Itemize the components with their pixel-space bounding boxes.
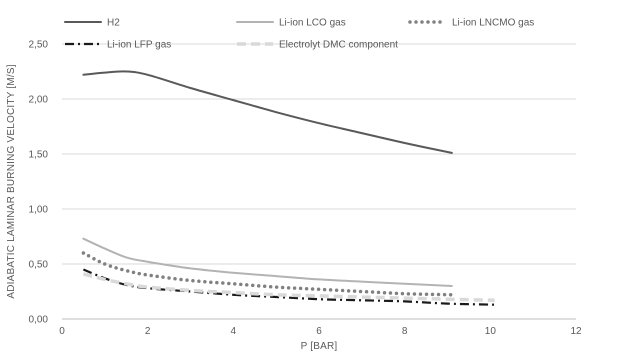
y-tick-label: 1,00: [29, 205, 49, 216]
x-tick-label: 4: [231, 326, 237, 337]
legend-label-li-ion-lco: Li-ion LCO gas: [279, 18, 346, 29]
x-tick-label: 6: [316, 326, 322, 337]
legend-label-li-ion-lfp: Li-ion LFP gas: [107, 40, 171, 51]
series-lines: [81, 70, 495, 306]
y-tick-label: 0,50: [29, 260, 49, 271]
series-line-electrolyt-dmc: [82, 272, 495, 303]
y-tick-label: 2,50: [29, 40, 49, 51]
x-tick-label: 10: [485, 326, 497, 337]
series-line-li-ion-lncmo: [81, 251, 454, 297]
legend-label-li-ion-lncmo: Li-ion LNCMO gas: [452, 18, 534, 29]
x-tick-label: 8: [402, 326, 408, 337]
x-tick-label: 12: [570, 326, 582, 337]
series-line-h2: [82, 70, 453, 154]
y-axis-title: ADIABATIC LAMINAR BURNING VELOCITY [M/S]: [6, 64, 17, 298]
x-axis-title: P [BAR]: [301, 341, 338, 352]
gridlines: [62, 43, 576, 265]
legend-label-h2: H2: [107, 18, 120, 29]
x-tick-label: 0: [59, 326, 65, 337]
axes: 0,00 0,50 1,00 1,50 2,00 2,50 0 2 4 6 8 10 12: [29, 40, 582, 338]
y-tick-label: 1,50: [29, 150, 49, 161]
legend-label-electrolyt-dmc: Electrolyt DMC component: [279, 40, 398, 51]
x-tick-label: 2: [145, 326, 151, 337]
y-tick-label: 2,00: [29, 95, 49, 106]
legend: H2 Li-ion LCO gas Li-ion LNCMO gas Li-ion L…: [64, 18, 534, 51]
series-line-li-ion-lco: [82, 237, 453, 287]
y-tick-label: 0,00: [29, 315, 49, 326]
